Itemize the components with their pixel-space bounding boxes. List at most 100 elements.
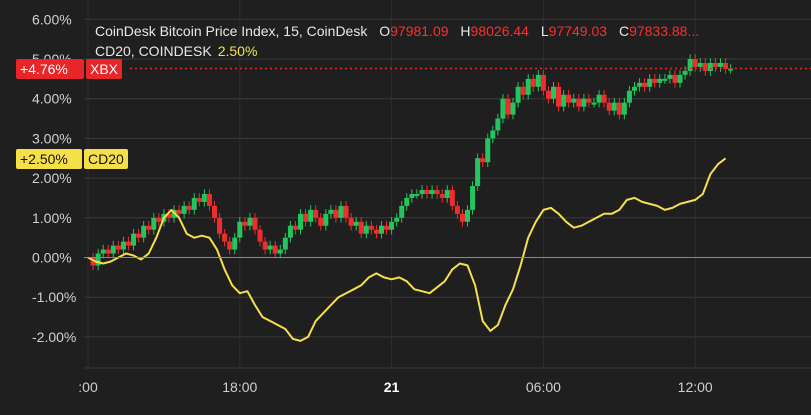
candle bbox=[378, 225, 384, 234]
ohlc-high-value: 98026.44 bbox=[470, 23, 529, 39]
candle bbox=[343, 205, 349, 218]
candle bbox=[212, 205, 217, 218]
candle bbox=[571, 98, 577, 103]
x-tick-label: 18:00 bbox=[222, 379, 257, 395]
candle bbox=[196, 197, 202, 202]
candle bbox=[586, 98, 592, 103]
cd20-change-badge: +2.50% bbox=[16, 149, 82, 169]
candle bbox=[718, 62, 723, 67]
ohlc-open-key: O bbox=[379, 23, 391, 39]
candle bbox=[368, 225, 374, 230]
candle bbox=[515, 86, 521, 103]
candle bbox=[712, 62, 718, 67]
ohlc-low-key: L bbox=[540, 23, 549, 39]
candle bbox=[227, 241, 233, 250]
candle bbox=[480, 158, 486, 163]
candle bbox=[657, 78, 663, 83]
legend-comparison-row: CD20, COINDESK 2.50% bbox=[95, 43, 257, 59]
candle bbox=[201, 193, 207, 202]
candle bbox=[500, 98, 506, 119]
candle bbox=[459, 213, 465, 222]
candle bbox=[358, 221, 364, 234]
candle bbox=[434, 190, 440, 194]
candle bbox=[292, 225, 298, 230]
candle bbox=[520, 86, 526, 95]
candle bbox=[662, 78, 668, 81]
y-tick-label: -1.00% bbox=[32, 289, 76, 305]
candle bbox=[313, 209, 319, 218]
candle bbox=[136, 233, 142, 238]
candle bbox=[652, 78, 658, 83]
candle bbox=[287, 225, 293, 238]
candle bbox=[272, 245, 278, 254]
candle bbox=[389, 221, 395, 230]
candle bbox=[692, 59, 698, 67]
candle bbox=[131, 233, 137, 246]
candle bbox=[222, 233, 228, 242]
ohlc-open-value: 97981.09 bbox=[390, 23, 449, 39]
ohlc-close-key: C bbox=[618, 23, 630, 39]
candle bbox=[353, 221, 359, 226]
candle bbox=[631, 86, 637, 91]
candle bbox=[151, 217, 157, 230]
x-tick-label: 12:00 bbox=[678, 379, 713, 395]
x-tick-label: 06:00 bbox=[526, 379, 561, 395]
candle bbox=[404, 197, 410, 206]
candle bbox=[601, 94, 607, 103]
candle bbox=[394, 217, 400, 222]
candle bbox=[146, 225, 152, 230]
candle bbox=[419, 190, 425, 194]
candle bbox=[642, 82, 648, 87]
candle bbox=[308, 209, 314, 222]
candle bbox=[141, 225, 147, 238]
y-tick-label: 0.00% bbox=[32, 250, 72, 266]
candle bbox=[277, 249, 283, 254]
candle bbox=[551, 86, 557, 99]
candle bbox=[217, 217, 223, 234]
candle bbox=[318, 217, 324, 226]
candle bbox=[606, 102, 612, 111]
xbx-symbol-badge: XBX bbox=[86, 59, 123, 79]
y-tick-label: 1.00% bbox=[32, 210, 72, 226]
candle bbox=[348, 217, 354, 226]
candle bbox=[611, 102, 617, 111]
ohlc-high-key: H bbox=[460, 23, 471, 39]
candle bbox=[444, 190, 450, 198]
candle bbox=[252, 217, 258, 230]
xbx-change-badge: +4.76% bbox=[16, 59, 84, 79]
y-tick-label: 6.00% bbox=[32, 11, 72, 27]
candle bbox=[591, 102, 597, 105]
candle bbox=[156, 217, 162, 222]
candle bbox=[176, 209, 182, 214]
candle bbox=[667, 74, 673, 79]
candle bbox=[384, 225, 390, 230]
ohlc-low-value: 97749.03 bbox=[548, 23, 608, 39]
candle bbox=[707, 62, 713, 71]
candle bbox=[561, 94, 567, 107]
candle bbox=[637, 82, 643, 87]
comparison-name: CD20, COINDESK bbox=[95, 43, 212, 59]
candle bbox=[540, 74, 546, 91]
candle bbox=[181, 205, 187, 214]
candle bbox=[697, 62, 703, 67]
candle bbox=[596, 94, 602, 103]
candle bbox=[424, 190, 430, 194]
candle bbox=[206, 193, 212, 206]
candle bbox=[581, 98, 587, 107]
candle bbox=[242, 221, 248, 226]
candle bbox=[530, 78, 536, 87]
candle bbox=[120, 241, 126, 250]
candle bbox=[125, 241, 131, 246]
candle bbox=[677, 74, 683, 83]
y-tick-label: 4.00% bbox=[32, 91, 72, 107]
candle bbox=[247, 217, 253, 226]
legend-title-row: CoinDesk Bitcoin Price Index, 15, CoinDe… bbox=[95, 23, 699, 39]
grid bbox=[84, 0, 811, 369]
cd20-line bbox=[87, 157, 727, 342]
candle bbox=[728, 68, 734, 71]
candle bbox=[429, 190, 435, 194]
candle bbox=[328, 209, 334, 214]
y-tick-label: -2.00% bbox=[32, 329, 76, 345]
